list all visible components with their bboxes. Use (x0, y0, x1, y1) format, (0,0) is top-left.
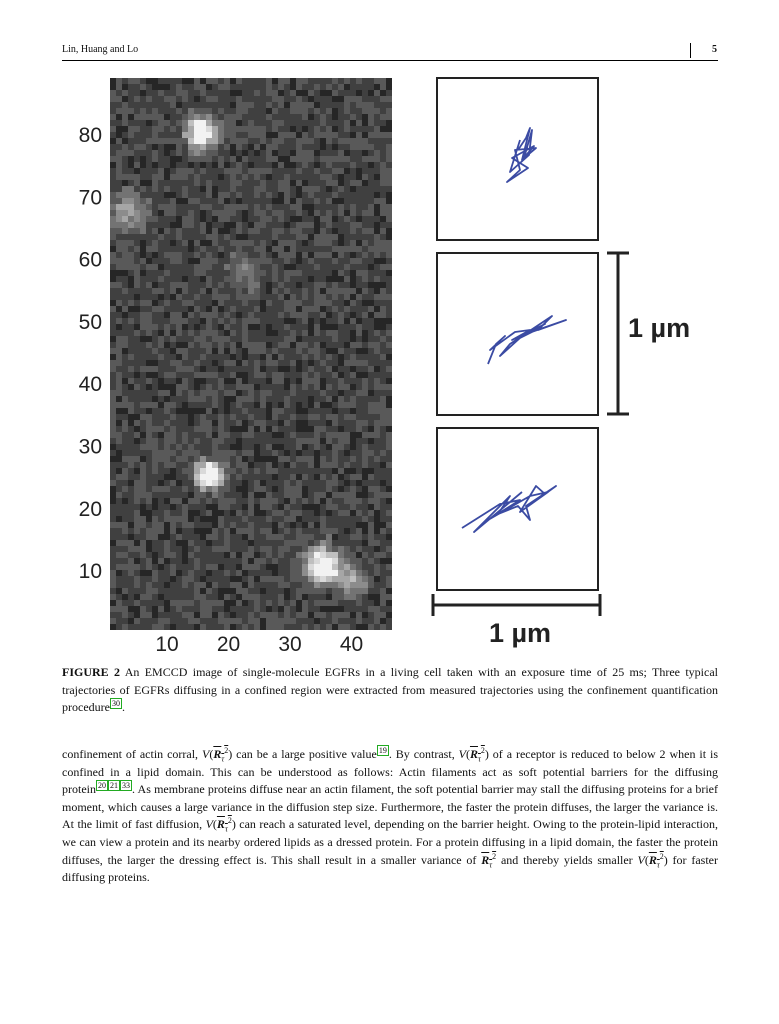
y-tick-label: 60 (79, 249, 102, 272)
math-paren: ( (212, 817, 217, 832)
math-sup: 2 (480, 746, 485, 755)
math-paren: ( (209, 747, 214, 761)
math-sup: 2 (227, 816, 232, 826)
math-sub: τ (221, 754, 225, 764)
text-run: can reach a saturated level, depending o… (62, 817, 718, 867)
math-overline: Rτ2 (481, 851, 497, 869)
emccd-image (110, 78, 392, 630)
text-run: can be a large positive value (232, 747, 377, 761)
math-base: R (648, 852, 657, 867)
math-overline: Rτ2 (216, 816, 232, 834)
scale-label: 1 µm (489, 618, 551, 648)
math-fn: V (205, 817, 213, 832)
y-tick-label: 20 (79, 498, 102, 521)
math: Rτ2 (481, 851, 497, 869)
math-paren: ) (231, 817, 236, 832)
math-base: R (481, 852, 490, 867)
scale-label: 1 µm (628, 313, 690, 343)
math-sub: τ (489, 859, 493, 869)
header-authors: Lin, Huang and Lo (62, 44, 139, 55)
math: V(Rτ2) (637, 851, 668, 869)
citation: 33 (120, 780, 132, 792)
text-run: for faster diffusing proteins. (62, 852, 719, 885)
image-pixels (110, 78, 392, 630)
text-run: . (121, 700, 125, 714)
math-base: R (213, 747, 222, 761)
math-overline: Rτ2 (469, 746, 485, 764)
text-run: and thereby yields smaller (496, 852, 638, 867)
citation: 19 (376, 745, 389, 756)
math: V(Rτ2) (458, 746, 489, 764)
box (436, 427, 599, 591)
trajectory (461, 485, 557, 533)
x-tick-label: 10 (155, 633, 178, 656)
math: V(Rτ2) (201, 746, 233, 764)
y-tick-label: 70 (79, 186, 102, 209)
y-tick-label: 10 (79, 560, 102, 583)
scale-bar-vertical (607, 251, 629, 416)
math-paren: ) (228, 747, 233, 761)
trajectory (487, 315, 567, 365)
math-sub: τ (224, 824, 228, 834)
header-divider (690, 43, 691, 58)
text-run: An EMCCD image of single-molecule EGFRs … (62, 665, 718, 714)
scale-bar-horizontal (431, 594, 602, 616)
text-run: . By contrast, (388, 747, 459, 761)
math-base: R (216, 817, 225, 832)
math-sup: 2 (659, 851, 664, 861)
math-sup: 2 (492, 851, 497, 861)
x-tick-label: 30 (278, 633, 301, 656)
header-rule (62, 60, 718, 61)
text-run: confinement of actin corral, (62, 747, 202, 761)
math-paren: ) (484, 747, 489, 761)
math-paren: ( (465, 747, 470, 761)
math-fn: V (637, 852, 645, 867)
x-tick-label: 20 (217, 633, 240, 656)
caption-label: FIGURE 2 (62, 665, 121, 679)
y-ticks: 80 70 60 50 40 30 20 10 (79, 124, 102, 583)
citation: 30 (109, 698, 122, 709)
box (436, 252, 599, 416)
y-tick-label: 80 (79, 124, 102, 147)
math-paren: ( (644, 852, 649, 867)
math-sub: τ (656, 859, 660, 869)
y-tick-label: 40 (79, 373, 102, 396)
math: V(Rτ2) (205, 816, 236, 834)
math-overline: Rτ2 (648, 851, 664, 869)
citation: 20 (96, 780, 108, 792)
figure-caption: FIGURE 2 An EMCCD image of single-molecu… (62, 664, 718, 717)
math-fn: V (201, 747, 210, 761)
body-paragraph: confinement of actin corral, V(Rτ2) can … (62, 745, 719, 887)
text-run: . As membrane proteins diffuse near an a… (62, 782, 718, 832)
citation: 21 (108, 780, 120, 792)
trajectory-boxes (436, 77, 599, 591)
math-fn: V (458, 747, 466, 761)
math-sup: 2 (224, 746, 229, 755)
trajectory (506, 127, 537, 183)
x-tick-label: 40 (340, 633, 363, 656)
math-overline: Rτ2 (213, 746, 229, 764)
trajectories (461, 127, 567, 533)
math-sub: τ (477, 754, 481, 764)
math-base: R (469, 747, 478, 761)
figure: 80 70 60 50 40 30 20 10 10 20 30 40 1 µm 1 µm (79, 77, 690, 656)
math-paren: ) (663, 852, 668, 867)
text-run: of a receptor is reduced to below 2 when… (62, 747, 718, 797)
image-pixels (110, 108, 368, 600)
y-tick-label: 50 (79, 311, 102, 334)
box (436, 77, 599, 241)
x-ticks: 10 20 30 40 (155, 633, 363, 656)
page-number: 5 (712, 44, 717, 55)
y-tick-label: 30 (79, 436, 102, 459)
